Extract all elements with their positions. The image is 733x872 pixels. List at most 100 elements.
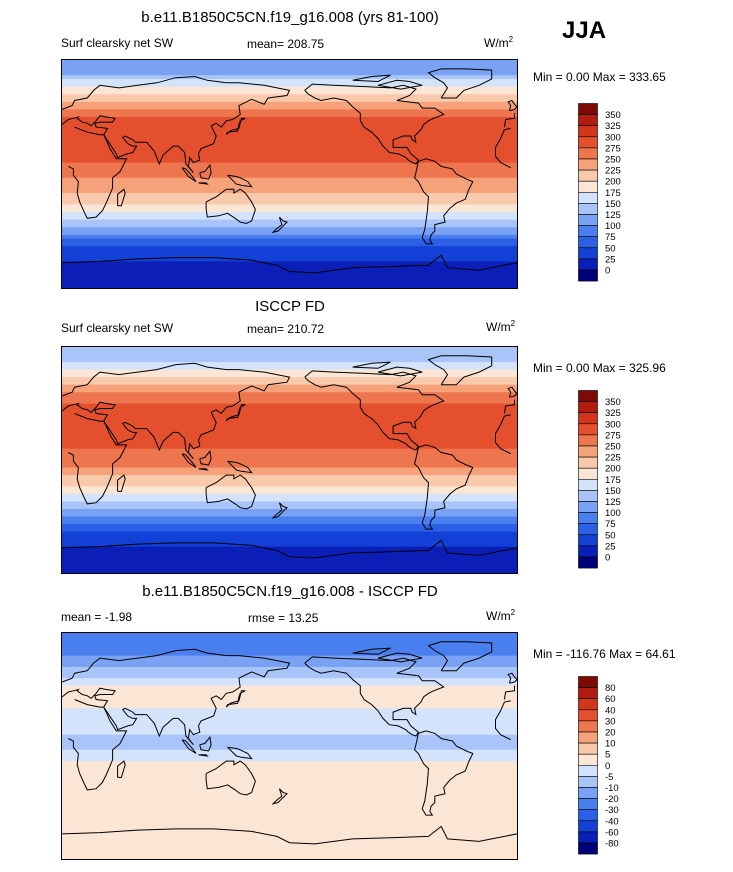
coastline bbox=[377, 366, 423, 377]
coastline bbox=[225, 690, 246, 708]
band bbox=[62, 719, 517, 724]
coastline bbox=[504, 127, 511, 131]
colorbar-tick-label: 200 bbox=[605, 177, 621, 188]
band bbox=[62, 640, 517, 645]
band bbox=[62, 132, 517, 137]
colorbar-tick-label: 10 bbox=[605, 739, 616, 750]
band bbox=[62, 120, 517, 126]
band bbox=[62, 219, 517, 224]
colorbar-swatch bbox=[578, 114, 598, 126]
panel-1-minmax: Min = 0.00 Max = 333.65 bbox=[533, 70, 666, 84]
coastline bbox=[68, 413, 128, 505]
coastline bbox=[507, 386, 517, 398]
band bbox=[62, 234, 517, 240]
colorbar-tick-label: 50 bbox=[605, 530, 616, 541]
colorbar-tick-label: 250 bbox=[605, 441, 621, 452]
coastline bbox=[414, 730, 474, 816]
band bbox=[62, 388, 517, 393]
colorbar-swatch bbox=[578, 512, 598, 524]
panel-3-rmse-label: rmse = 13.25 bbox=[248, 611, 319, 625]
panel-2-mean-label: mean= 210.72 bbox=[247, 322, 325, 336]
band bbox=[62, 535, 517, 540]
band bbox=[62, 655, 517, 660]
band bbox=[62, 738, 517, 743]
band bbox=[62, 651, 517, 657]
colorbar-swatch bbox=[578, 103, 598, 115]
band bbox=[62, 354, 517, 359]
band bbox=[62, 380, 517, 386]
band bbox=[62, 761, 517, 766]
panel-1-colorbar: 350 325 300 275 250 225 200 175 150 125 100 75 50 25 0 bbox=[578, 103, 638, 283]
coastline bbox=[504, 700, 511, 703]
band bbox=[62, 825, 517, 830]
coastline bbox=[271, 216, 288, 234]
colorbar-tick-label: -60 bbox=[605, 827, 619, 838]
band bbox=[62, 86, 517, 91]
band bbox=[62, 512, 517, 518]
colorbar-swatch bbox=[578, 478, 598, 491]
colorbar-swatch bbox=[578, 390, 598, 402]
band bbox=[62, 749, 517, 755]
band bbox=[62, 208, 517, 213]
band bbox=[62, 347, 517, 352]
coastline bbox=[304, 370, 445, 451]
colorbar-swatch bbox=[578, 225, 598, 237]
coastline bbox=[198, 182, 209, 185]
coastlines bbox=[62, 68, 517, 274]
coastline bbox=[495, 415, 511, 455]
coastline bbox=[225, 404, 246, 422]
colorbar-swatch bbox=[578, 698, 598, 711]
band bbox=[62, 561, 517, 567]
band bbox=[62, 113, 517, 118]
coastline bbox=[377, 79, 423, 90]
band bbox=[62, 712, 517, 717]
coastline bbox=[504, 414, 511, 417]
band bbox=[62, 524, 517, 529]
colorbar-swatch bbox=[578, 831, 598, 844]
band bbox=[62, 101, 517, 107]
colorbar-tick-label: 125 bbox=[605, 210, 621, 221]
band bbox=[62, 128, 517, 133]
colorbar-tick-label: 250 bbox=[605, 154, 621, 165]
band bbox=[62, 855, 517, 859]
colorbar-swatch bbox=[578, 191, 598, 204]
coastline bbox=[227, 174, 253, 188]
panel-2-units: W/m2 bbox=[486, 319, 516, 334]
colorbar-tick-label: 20 bbox=[605, 727, 616, 738]
colorbar-swatch bbox=[578, 214, 598, 226]
panel-2-colorbar: 350 325 300 275 250 225 200 175 150 125 100 75 50 25 0 bbox=[578, 390, 638, 570]
panel-1-map bbox=[61, 59, 518, 289]
band bbox=[62, 223, 517, 228]
panel-1-units: W/m2 bbox=[484, 35, 514, 50]
band bbox=[62, 253, 517, 259]
band bbox=[62, 441, 517, 446]
coastline bbox=[227, 460, 253, 474]
band bbox=[62, 569, 517, 573]
band bbox=[62, 373, 517, 378]
colorbar-tick-label: 25 bbox=[605, 254, 616, 265]
coastline bbox=[495, 129, 511, 169]
band bbox=[62, 369, 517, 374]
colorbar-tick-label: 350 bbox=[605, 397, 621, 408]
panel-3-colorbar: 80 60 40 30 20 10 5 0 -5 -10 -20 -30 -40 -60 -80 bbox=[578, 676, 638, 856]
coastline bbox=[62, 539, 517, 559]
band bbox=[62, 162, 517, 167]
band bbox=[62, 272, 517, 278]
band bbox=[62, 678, 517, 683]
colorbar-tick-label: 225 bbox=[605, 166, 621, 177]
colorbar-swatch bbox=[578, 753, 598, 766]
colorbar-tick-label: 325 bbox=[605, 121, 621, 132]
panel-2-minmax: Min = 0.00 Max = 325.96 bbox=[533, 361, 666, 375]
colorbar-tick-label: -10 bbox=[605, 783, 619, 794]
colorbar-tick-label: 225 bbox=[605, 453, 621, 464]
coastline bbox=[181, 167, 197, 183]
band bbox=[62, 181, 517, 186]
band bbox=[62, 350, 517, 356]
coastline bbox=[427, 355, 493, 386]
band bbox=[62, 392, 517, 397]
colorbar-tick-label: -40 bbox=[605, 816, 619, 827]
colorbar-swatch bbox=[578, 236, 598, 249]
band bbox=[62, 170, 517, 175]
colorbar-tick-label: 0 bbox=[605, 552, 610, 563]
colorbar-swatch bbox=[578, 180, 598, 193]
